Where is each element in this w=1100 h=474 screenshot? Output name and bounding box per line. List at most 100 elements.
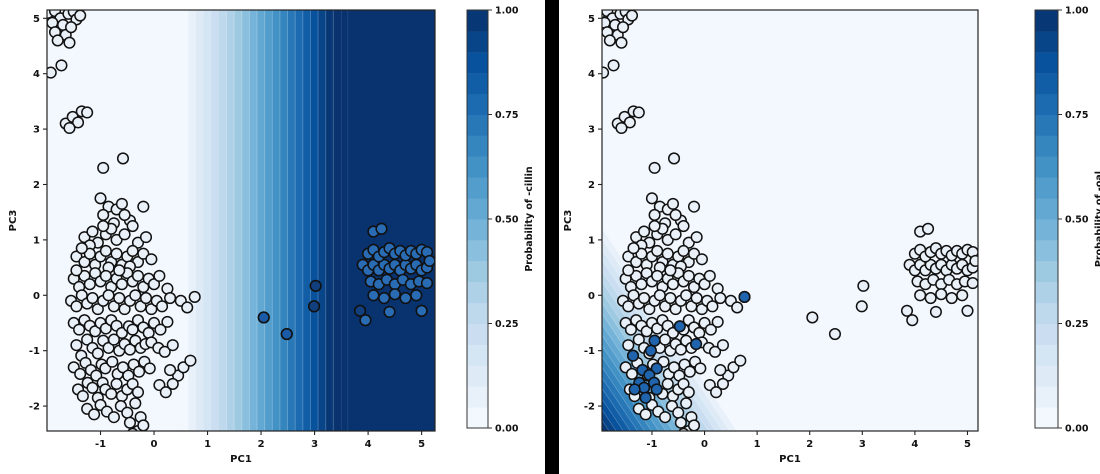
filled-scatter-point xyxy=(690,337,703,351)
colorbar-label: Probability of -cillin xyxy=(524,166,535,272)
scatter-point xyxy=(643,303,656,316)
scatter-point xyxy=(86,381,99,394)
scatter-point xyxy=(161,315,174,328)
scatter-point xyxy=(648,208,661,222)
scatter-point xyxy=(734,354,747,367)
scatter-point xyxy=(625,367,639,380)
scatter-point xyxy=(653,289,666,302)
scatter-point xyxy=(105,387,118,400)
scatter-point xyxy=(137,419,150,431)
scatter-point xyxy=(703,269,716,282)
scatter-point xyxy=(73,323,86,336)
scatter-point xyxy=(127,427,139,431)
panel-separator xyxy=(545,0,559,474)
scatter-points xyxy=(602,10,978,431)
plot-border xyxy=(46,9,436,432)
scatter-point xyxy=(828,328,842,341)
scatter-point xyxy=(65,21,78,34)
scatter-point xyxy=(126,377,139,390)
scatter-point xyxy=(164,292,177,305)
scatter-point xyxy=(716,339,730,352)
scatter-point xyxy=(110,377,123,390)
scatter-point xyxy=(672,406,685,419)
scatter-point xyxy=(900,304,914,317)
x-tick-label: 4 xyxy=(911,439,918,450)
filled-scatter-point xyxy=(399,292,412,305)
filled-scatter-point xyxy=(628,383,641,396)
scatter-point xyxy=(648,161,661,174)
scatter-point xyxy=(669,228,682,241)
y-tick-label: 3 xyxy=(588,125,595,136)
scatter-point xyxy=(166,339,179,352)
colorbar-tick-label: 0.00 xyxy=(495,424,519,435)
scatter-point xyxy=(91,347,104,360)
scatter-point xyxy=(47,66,57,79)
scatter-point xyxy=(102,341,115,354)
scatter-point xyxy=(914,289,927,302)
scatter-point xyxy=(107,300,120,313)
scatter-point xyxy=(94,192,107,205)
scatter-point xyxy=(99,244,112,258)
colorbar-tick-label: 1.00 xyxy=(495,6,519,17)
scatter-point xyxy=(690,292,703,305)
pca-probability-figure-right: -1 0 1 2 3 4 5 -2 -1 0 1 2 3 4 5 PC1 PC3 0.00 0.25 0.50 0.75… xyxy=(559,0,1100,474)
scatter-point xyxy=(806,311,819,324)
filled-scatter-point xyxy=(309,279,322,292)
scatter-point xyxy=(624,323,637,336)
scatter-point xyxy=(143,362,156,375)
scatter-point xyxy=(145,253,158,266)
scatter-point xyxy=(714,364,727,377)
scatter-point xyxy=(632,106,645,119)
scatter-point xyxy=(669,303,682,316)
scatter-point xyxy=(921,222,935,235)
left-plot-svg: -1 0 1 2 3 4 5 -2 -1 0 1 2 3 4 5 PC1 PC3 0.00 0.25 0.50 0.75… xyxy=(8,6,535,466)
filled-scatter-point xyxy=(410,289,423,302)
filled-scatter-point xyxy=(639,391,652,404)
scatter-point xyxy=(961,304,974,317)
scatter-point xyxy=(623,116,636,129)
scatter-point xyxy=(680,289,693,302)
scatter-point xyxy=(51,34,64,47)
scatter-point xyxy=(716,377,730,390)
scatter-point xyxy=(78,269,91,282)
scatter-point xyxy=(118,208,131,222)
scatter-point xyxy=(659,411,672,424)
y-tick-label: 0 xyxy=(588,291,595,302)
scatter-point xyxy=(116,361,130,374)
axes: -1 0 1 2 3 4 5 -2 -1 0 1 2 3 4 5 PC1 PC3 xyxy=(563,14,971,465)
x-tick-label: -1 xyxy=(95,439,106,450)
scatter-point xyxy=(632,333,645,346)
scatter-point xyxy=(121,406,134,419)
x-tick-label: 2 xyxy=(258,439,265,450)
scatter-point xyxy=(118,303,131,316)
scatter-point xyxy=(134,300,147,313)
scatter-point xyxy=(706,300,719,313)
filled-scatter-point xyxy=(367,289,380,302)
scatter-point xyxy=(164,364,177,377)
colorbar-label: Probability of -oal xyxy=(1094,171,1100,267)
scatter-point xyxy=(857,279,870,292)
scatter-point xyxy=(188,290,201,303)
scatter-point xyxy=(935,288,948,301)
scatter-point xyxy=(184,354,197,367)
scatter-point xyxy=(667,152,681,165)
scatter-point xyxy=(63,121,76,135)
scatter-point xyxy=(116,152,130,165)
y-tick-label: 1 xyxy=(33,235,40,246)
filled-scatter-point xyxy=(738,290,751,303)
scatter-point xyxy=(661,377,674,390)
colorbar-tick-label: 0.75 xyxy=(495,110,518,121)
scatter-point xyxy=(635,278,648,291)
x-tick-label: 1 xyxy=(754,439,761,450)
x-tick-label: -1 xyxy=(646,439,657,450)
scatter-point xyxy=(137,280,150,294)
scatter-point xyxy=(731,301,744,314)
y-tick-label: 2 xyxy=(33,180,40,191)
scatter-point xyxy=(159,386,172,399)
filled-scatter-point xyxy=(375,222,388,235)
scatter-point xyxy=(78,255,91,269)
scatter-point xyxy=(70,264,83,277)
scatter-point xyxy=(924,292,937,305)
scatter-point xyxy=(89,325,102,338)
y-tick-label: -2 xyxy=(29,402,40,413)
